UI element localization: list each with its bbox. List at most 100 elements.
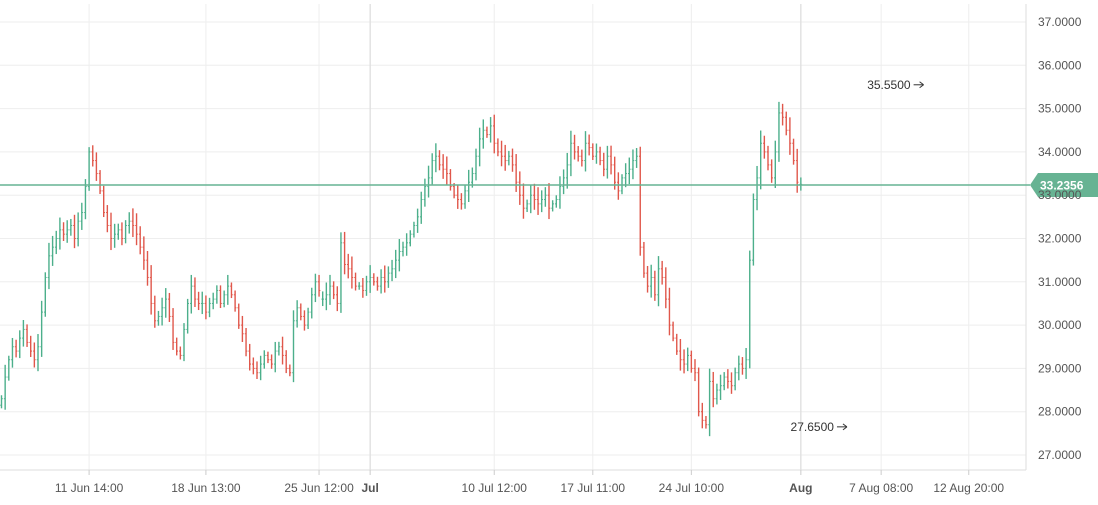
candle [642,241,646,278]
candle [668,287,671,336]
candle [233,290,237,312]
candle [503,144,507,171]
candle [168,292,171,322]
candle [186,298,189,334]
candle [474,148,478,181]
candle [763,135,766,159]
candle [580,149,584,167]
x-tick-label: Jul [361,481,378,495]
candle [547,183,551,220]
candle [200,291,204,315]
candle [598,146,602,166]
candle [73,214,76,249]
candle [219,285,222,309]
candle [215,285,219,304]
candle [620,174,624,195]
candle [628,157,631,185]
candle [325,282,328,311]
candle [690,350,693,373]
candle [259,355,262,381]
candle [0,395,3,409]
candle [682,349,686,374]
candle [332,281,335,300]
candle [441,154,445,179]
y-tick-label: 29.0000 [1038,361,1082,375]
candle [365,275,368,296]
candle [419,191,423,224]
candle [80,202,84,230]
x-tick-label: 11 Jun 14:00 [55,481,124,495]
candle [190,274,193,314]
candle [533,183,536,210]
candle [434,143,438,173]
candle [120,222,124,246]
x-tick-label: 18 Jun 13:00 [171,481,241,495]
y-tick-label: 30.0000 [1038,318,1082,332]
candle [288,364,292,377]
candle [412,221,416,238]
candle [281,336,284,365]
candle [445,156,449,186]
candle [54,230,58,255]
candle [591,143,595,161]
candle [701,402,704,429]
candle [350,256,354,289]
candle [226,274,230,305]
candle [482,119,485,149]
candle [303,310,306,331]
candle [153,295,157,328]
y-tick-label: 28.0000 [1038,405,1082,419]
candle [649,264,653,298]
candle [273,341,277,373]
candle [755,165,759,211]
candle [602,152,606,177]
candle [449,169,452,191]
candle [573,134,576,160]
candle [292,310,295,383]
candle [595,143,598,164]
candle [336,286,339,312]
candle [270,354,273,369]
current-price-badge [1030,172,1098,197]
candle [781,103,784,126]
candle [697,367,700,417]
candle [175,337,178,356]
current-price-label: 33.2356 [1040,178,1084,192]
candle [606,145,609,179]
candle [675,333,679,355]
candle [489,117,492,143]
candle [525,199,529,213]
candle [398,239,401,272]
candle [208,297,211,318]
candle [617,172,620,200]
candle [91,145,95,167]
axes [0,4,1027,475]
candle [87,147,91,191]
candle [730,372,733,394]
price-annotation-label: 27.6500 [791,420,835,434]
candle [306,307,310,330]
candle [113,223,116,248]
candle [339,232,343,313]
candle [496,138,500,157]
candle [3,364,7,410]
candle [679,338,682,371]
candle [514,154,518,192]
candle [613,156,616,190]
y-tick-label: 35.0000 [1038,102,1082,116]
candle [584,131,587,172]
candle [106,205,109,233]
candle [95,152,98,181]
candle [511,148,514,172]
candle [310,287,314,319]
candle [624,163,627,188]
candle [346,253,350,279]
candle [40,300,43,357]
candle [241,315,244,343]
candle [646,265,649,293]
x-tick-label: 12 Aug 20:00 [933,481,1004,495]
candle [317,274,321,297]
candle [164,288,168,318]
candle [478,127,481,167]
candle [33,342,36,368]
